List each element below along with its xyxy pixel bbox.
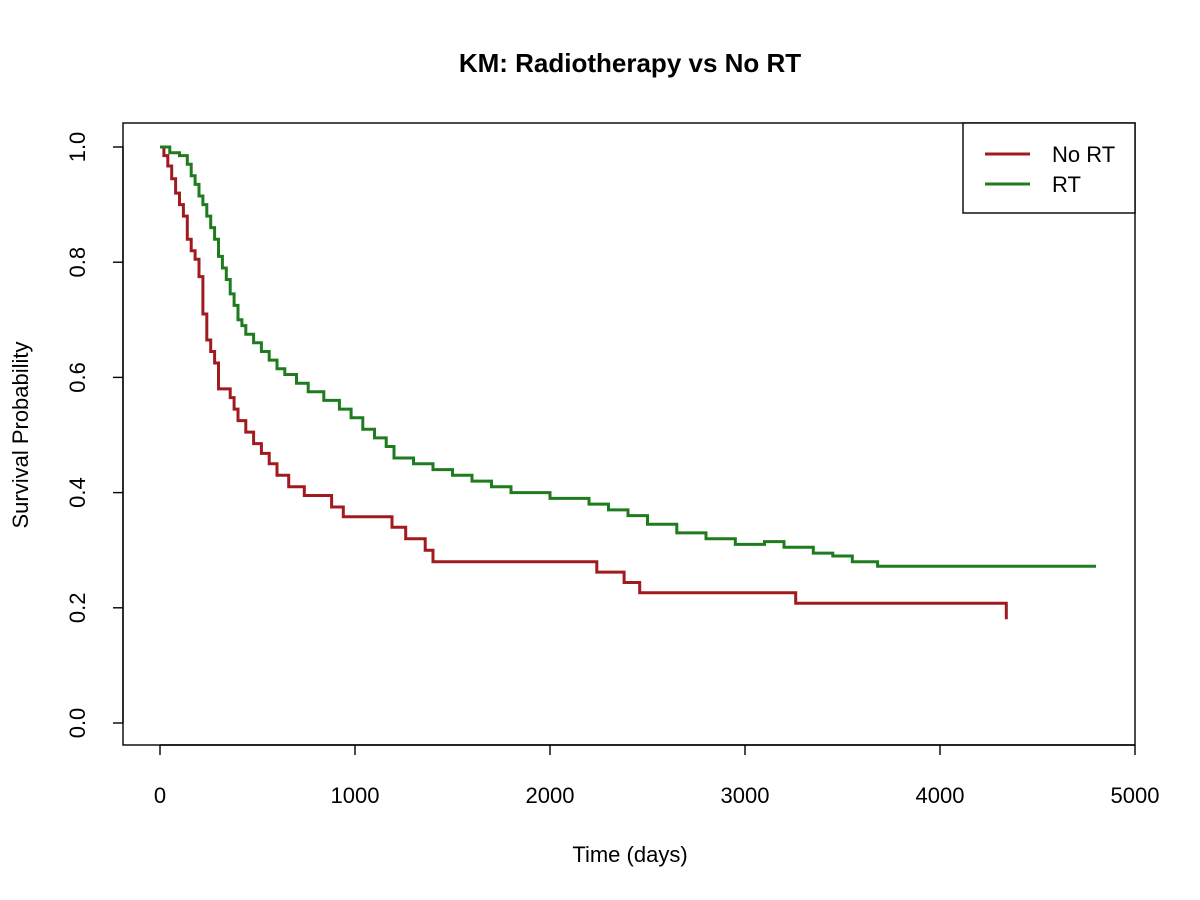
- x-tick-label-2000: 2000: [526, 783, 575, 808]
- series-line-rt: [160, 145, 1096, 568]
- legend-box: [962, 122, 1136, 214]
- x-tick-label-3000: 3000: [721, 783, 770, 808]
- series-layer: [160, 145, 1096, 620]
- legend-label-rt: RT: [1052, 172, 1081, 197]
- y-tick-label-0.4: 0.4: [65, 477, 90, 508]
- x-tick-label-5000: 5000: [1111, 783, 1160, 808]
- series-line-no-rt: [160, 145, 1008, 620]
- y-axis-label: Survival Probability: [8, 341, 33, 528]
- plot-area-frame: [122, 122, 1136, 746]
- x-axis: 0 1000 2000 3000 4000 5000: [154, 744, 1160, 808]
- legend-label-no-rt: No RT: [1052, 142, 1115, 167]
- x-axis-label: Time (days): [572, 842, 687, 867]
- y-tick-label-0.8: 0.8: [65, 247, 90, 278]
- chart-title: KM: Radiotherapy vs No RT: [459, 48, 801, 78]
- y-axis: 0.0 0.2 0.4 0.6 0.8 1.0: [65, 132, 124, 739]
- x-tick-label-4000: 4000: [916, 783, 965, 808]
- x-tick-label-0: 0: [154, 783, 166, 808]
- y-tick-label-0.0: 0.0: [65, 708, 90, 739]
- y-tick-label-0.2: 0.2: [65, 593, 90, 624]
- y-tick-label-0.6: 0.6: [65, 362, 90, 393]
- y-tick-label-1.0: 1.0: [65, 132, 90, 163]
- legend: No RT RT: [962, 122, 1136, 214]
- x-tick-label-1000: 1000: [331, 783, 380, 808]
